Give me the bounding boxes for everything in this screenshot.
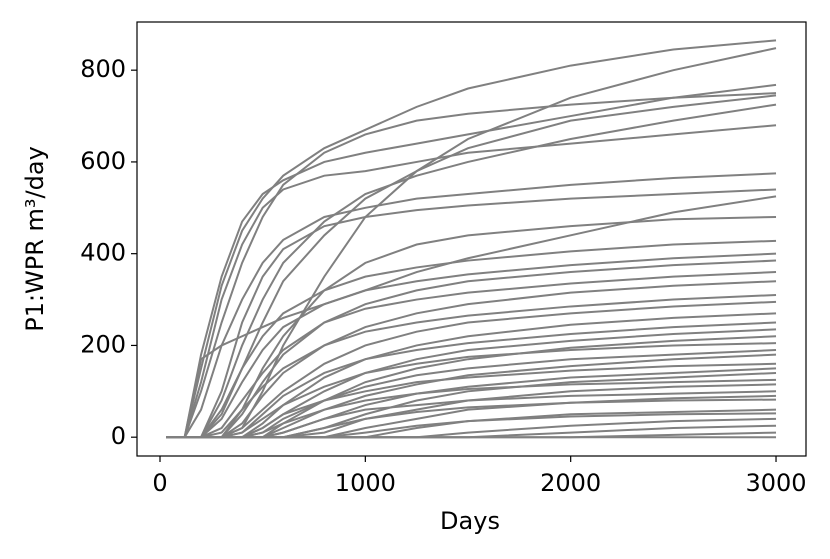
series-line <box>166 353 777 439</box>
series-line <box>166 39 777 439</box>
series-line <box>166 239 777 439</box>
x-tick-label: 2000 <box>540 469 601 497</box>
series-line <box>166 188 777 439</box>
y-tick-label: 200 <box>80 330 126 358</box>
series-line <box>166 92 777 439</box>
y-tick-label: 800 <box>80 55 126 83</box>
y-tick-label: 400 <box>80 239 126 267</box>
x-tick-label: 3000 <box>745 469 806 497</box>
plot-frame <box>136 21 807 457</box>
series-line <box>166 195 777 439</box>
y-tick-label: 600 <box>80 147 126 175</box>
series-line <box>166 252 777 439</box>
x-axis-label: Days <box>440 507 500 535</box>
x-tick-label: 1000 <box>335 469 396 497</box>
y-axis-label: P1:WPR m³/day <box>21 146 49 332</box>
series-line <box>166 124 777 439</box>
series-line <box>166 172 777 439</box>
y-tick-label: 0 <box>111 422 126 450</box>
x-tick-label: 0 <box>152 469 167 497</box>
series-line <box>166 300 777 439</box>
series-line <box>166 83 777 439</box>
